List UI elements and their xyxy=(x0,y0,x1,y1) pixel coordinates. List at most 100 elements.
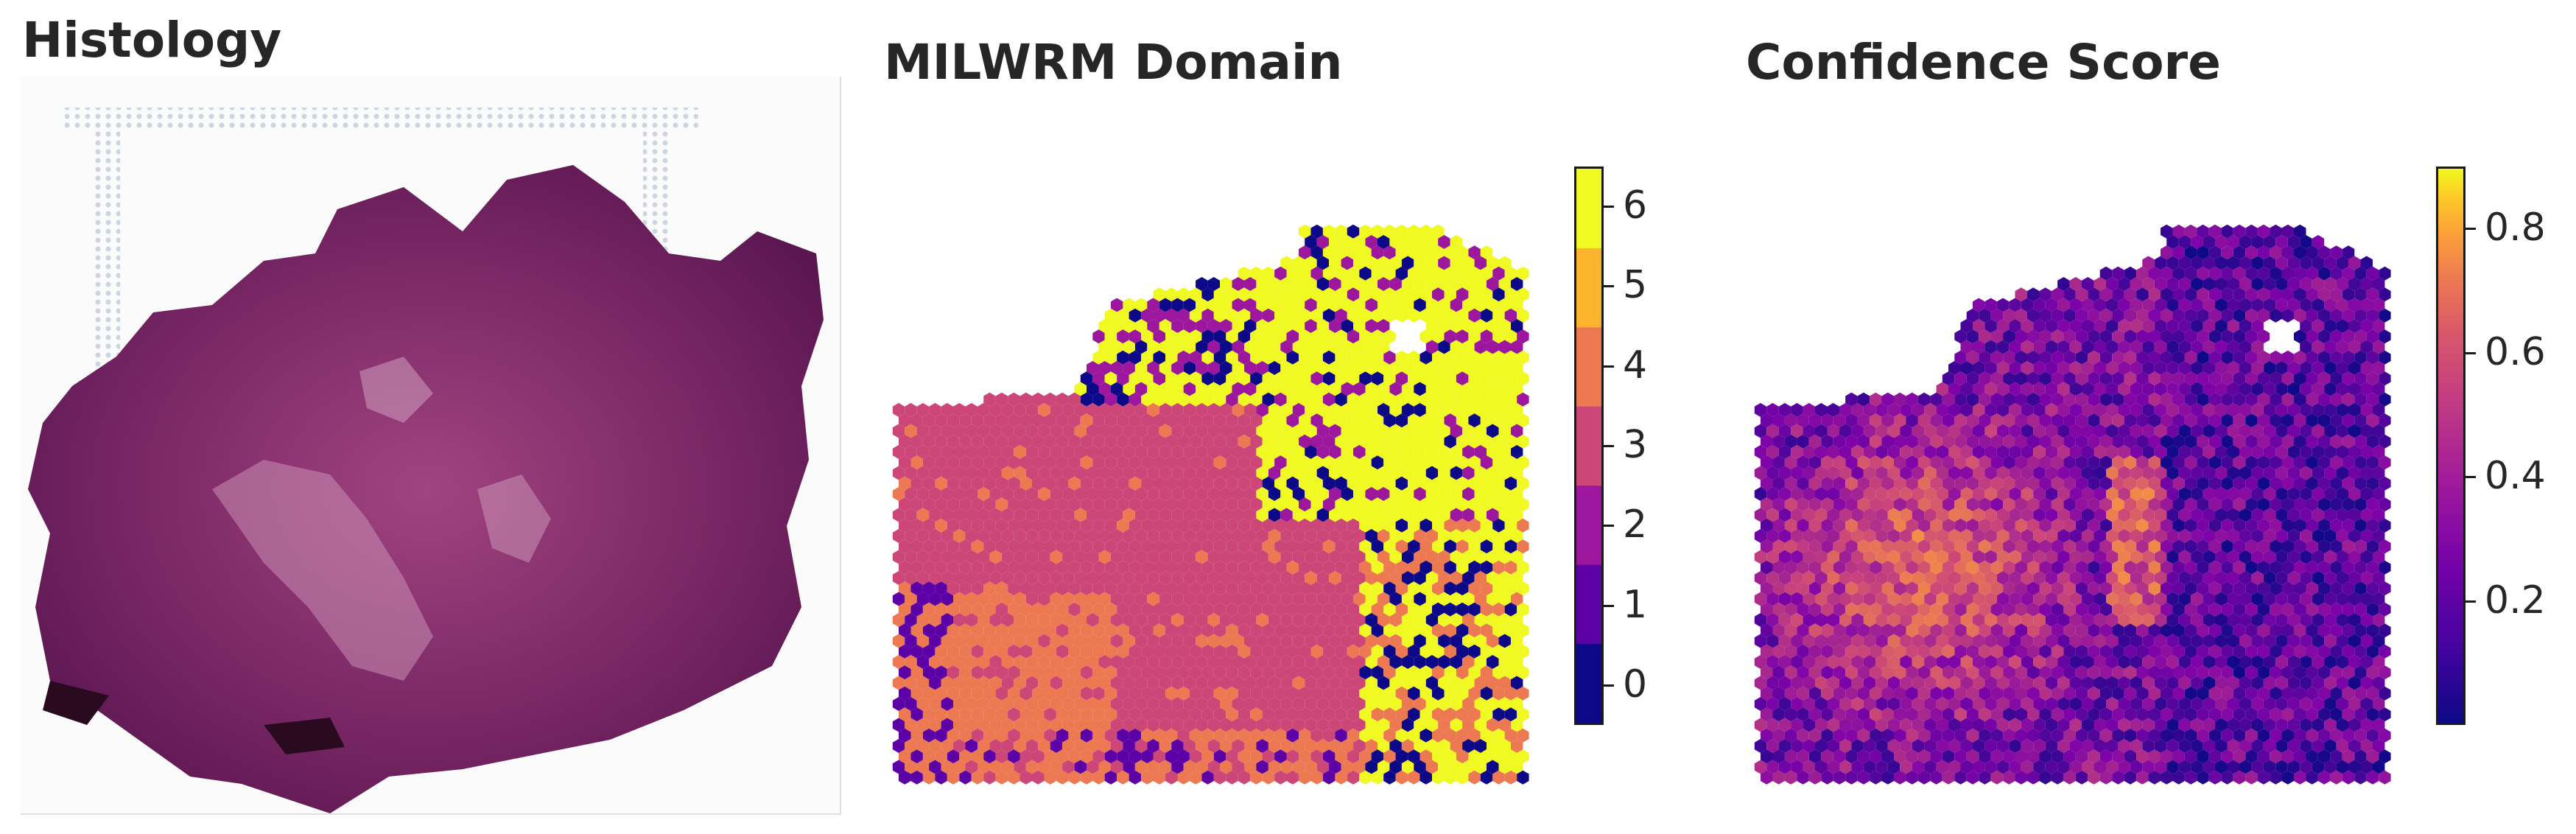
confidence-spot xyxy=(1797,497,1809,512)
confidence-spot xyxy=(2306,749,2318,764)
confidence-spot xyxy=(1827,571,1839,585)
domain-spot xyxy=(1274,266,1287,281)
domain-spot xyxy=(1019,707,1032,722)
domain-spot xyxy=(1226,497,1238,512)
confidence-spot xyxy=(2324,739,2337,753)
confidence-spot xyxy=(1839,487,1852,501)
confidence-spot xyxy=(1990,308,2004,323)
confidence-spot xyxy=(2063,770,2076,785)
domain-spot xyxy=(1274,560,1287,575)
confidence-spot xyxy=(2354,371,2367,386)
domain-spot xyxy=(1480,413,1493,428)
domain-spot xyxy=(1286,455,1299,470)
domain-spot xyxy=(1134,571,1148,585)
domain-spot xyxy=(1292,760,1305,774)
domain-spot xyxy=(1074,403,1087,417)
domain-spot xyxy=(929,445,941,459)
domain-spot xyxy=(1383,455,1396,470)
domain-spot xyxy=(1511,466,1523,480)
confidence-spot xyxy=(2215,235,2228,249)
domain-spot xyxy=(978,697,990,711)
domain-spot xyxy=(1244,529,1257,543)
domain-spot xyxy=(1183,655,1196,669)
confidence-spot xyxy=(1894,539,1906,554)
domain-spot xyxy=(959,413,972,428)
confidence-spot xyxy=(2033,634,2046,648)
confidence-spot xyxy=(2360,592,2373,606)
confidence-spot xyxy=(2136,623,2149,638)
confidence-spot xyxy=(2063,287,2076,302)
domain-spot xyxy=(1322,665,1336,680)
domain-spot xyxy=(1389,277,1402,291)
confidence-spot xyxy=(1996,298,2010,312)
confidence-spot xyxy=(2360,277,2373,291)
domain-spot xyxy=(1256,739,1268,753)
confidence-spot xyxy=(1966,371,1979,386)
domain-spot xyxy=(1213,644,1226,659)
domain-spot xyxy=(1450,403,1463,417)
confidence-spot xyxy=(2233,245,2246,260)
confidence-spot xyxy=(2300,655,2312,669)
confidence-spot xyxy=(1887,760,1901,774)
confidence-spot xyxy=(2148,287,2161,302)
confidence-spot xyxy=(2184,329,2197,344)
domain-spot xyxy=(1256,760,1268,774)
domain-spot xyxy=(1044,455,1056,470)
confidence-spot xyxy=(1912,403,1925,417)
confidence-spot xyxy=(2336,718,2348,732)
domain-spot xyxy=(1220,424,1232,438)
confidence-spot xyxy=(2348,676,2361,690)
domain-spot xyxy=(1492,539,1505,554)
domain-spot xyxy=(1250,434,1263,449)
domain-spot xyxy=(947,476,960,491)
domain-spot xyxy=(1092,770,1105,785)
domain-spot xyxy=(1111,361,1123,375)
confidence-spot xyxy=(2184,476,2197,491)
domain-spot xyxy=(1080,518,1093,533)
confidence-spot xyxy=(1924,739,1937,753)
confidence-spot xyxy=(1766,466,1779,480)
confidence-spot xyxy=(2221,581,2233,596)
domain-spot xyxy=(1425,718,1439,732)
domain-spot xyxy=(1280,697,1293,711)
domain-spot xyxy=(953,634,966,648)
domain-spot xyxy=(1425,676,1439,690)
confidence-spot xyxy=(1966,476,1979,491)
domain-spot xyxy=(1299,371,1311,386)
domain-spot xyxy=(1474,634,1487,648)
confidence-spot xyxy=(1766,487,1779,501)
domain-spot xyxy=(1347,686,1360,701)
domain-spot xyxy=(1322,749,1336,764)
confidence-spot xyxy=(2118,739,2130,753)
domain-spot xyxy=(1480,602,1493,617)
domain-spot xyxy=(1341,550,1353,564)
domain-spot xyxy=(1141,308,1154,323)
confidence-spot xyxy=(2142,571,2155,585)
confidence-spot xyxy=(2294,455,2306,470)
domain-spot xyxy=(1365,592,1378,606)
confidence-spot xyxy=(2275,697,2288,711)
domain-spot xyxy=(1517,539,1529,554)
confidence-spot xyxy=(2088,434,2100,449)
domain-spot xyxy=(1129,455,1142,470)
domain-spot xyxy=(1177,287,1190,302)
domain-spot xyxy=(1129,434,1142,449)
confidence-spot xyxy=(2161,476,2173,491)
confidence-spot xyxy=(2172,308,2185,323)
confidence-spot xyxy=(1784,497,1797,512)
confidence-spot xyxy=(1784,581,1797,596)
confidence-spot xyxy=(2270,581,2282,596)
domain-spot xyxy=(1359,770,1372,785)
confidence-spot xyxy=(1875,655,1888,669)
confidence-spot xyxy=(2015,686,2027,701)
domain-spot xyxy=(1371,434,1384,449)
confidence-spot xyxy=(1815,571,1828,585)
domain-spot xyxy=(1123,298,1135,312)
domain-spot xyxy=(1292,697,1305,711)
domain-spot xyxy=(1274,728,1287,743)
domain-spot xyxy=(1207,298,1220,312)
confidence-spot xyxy=(2317,287,2331,302)
confidence-spot xyxy=(1803,697,1815,711)
domain-spot xyxy=(1468,707,1481,722)
domain-spot xyxy=(1353,298,1366,312)
